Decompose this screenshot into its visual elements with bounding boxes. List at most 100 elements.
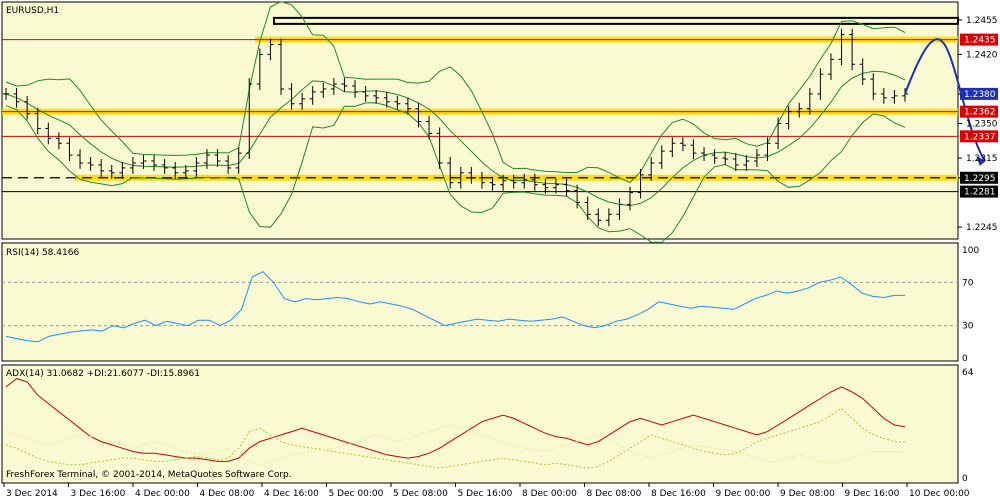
- price-bar: [701, 147, 708, 162]
- time-tick-label: 10 Dec 00:00: [909, 489, 970, 499]
- time-tick-label: 5 Dec 08:00: [393, 489, 448, 499]
- price-bar: [785, 105, 792, 130]
- price-bar: [98, 159, 105, 177]
- price-bar: [584, 196, 591, 221]
- level-price-badge: [960, 105, 998, 118]
- price-bar: [658, 145, 665, 169]
- price-bar: [373, 89, 380, 104]
- adx-tick-label: 64: [962, 368, 974, 378]
- price-bar: [3, 87, 9, 100]
- price-bar: [669, 137, 676, 158]
- price-bar: [870, 73, 877, 100]
- rsi-line: [5, 270, 905, 343]
- high-zone-box: [273, 16, 959, 25]
- rsi-tick-label: 70: [962, 278, 974, 288]
- copyright-footer: FreshForex Terminal, © 2001-2014, MetaQu…: [6, 470, 292, 480]
- price-chart-title: EURUSD,H1: [6, 6, 59, 16]
- price-bar: [616, 198, 623, 221]
- price-bar: [574, 184, 581, 209]
- price-bar: [13, 87, 20, 108]
- price-bar: [521, 173, 528, 189]
- price-bar: [510, 174, 517, 189]
- price-bar: [447, 157, 454, 189]
- price-tick-label: 1.2350: [966, 120, 998, 130]
- price-bar: [309, 85, 316, 105]
- time-tick-label: 8 Dec 08:00: [587, 489, 642, 499]
- price-bar: [637, 168, 644, 199]
- price-bar: [362, 85, 369, 102]
- price-bar: [849, 28, 856, 71]
- price-bar: [426, 115, 433, 140]
- price-bar: [542, 178, 549, 194]
- time-tick-label: 8 Dec 16:00: [651, 489, 706, 499]
- price-bar: [235, 147, 242, 174]
- time-tick-label: 3 Dec 16:00: [71, 489, 126, 499]
- price-bar: [648, 157, 655, 181]
- price-bar: [605, 208, 612, 227]
- price-bar: [45, 122, 52, 145]
- rsi-tick-label: 0: [962, 354, 968, 364]
- price-bar: [679, 137, 686, 152]
- price-bar: [394, 95, 401, 110]
- price-bar: [267, 38, 274, 61]
- price-bar: [330, 78, 337, 95]
- projection-arrow: [904, 38, 986, 162]
- adx-panel[interactable]: [1, 364, 959, 484]
- price-tick-label: 1.2420: [966, 50, 998, 60]
- price-bar: [891, 89, 898, 104]
- price-bar: [320, 83, 327, 98]
- price-bar: [172, 161, 179, 179]
- price-bar: [214, 149, 221, 167]
- price-bar: [404, 97, 411, 115]
- price-bar: [817, 68, 824, 100]
- band-lower: [5, 102, 906, 243]
- level-price-label: 1.2435: [964, 36, 996, 46]
- time-tick-label: 4 Dec 00:00: [135, 489, 190, 499]
- price-bar: [775, 117, 782, 150]
- time-tick-label: 5 Dec 16:00: [458, 489, 513, 499]
- adx-layer: [5, 378, 906, 469]
- price-bar: [753, 149, 760, 167]
- level-price-badge: [960, 171, 998, 184]
- price-bar: [383, 91, 390, 108]
- price-bar: [34, 107, 41, 135]
- price-bar: [827, 53, 834, 81]
- price-bar: [129, 157, 136, 174]
- price-bar: [140, 155, 147, 169]
- time-tick-label: 4 Dec 08:00: [200, 489, 255, 499]
- level-price-badge: [960, 33, 998, 46]
- price-bar: [415, 102, 422, 128]
- price-bar: [55, 132, 62, 150]
- price-bar: [108, 164, 115, 179]
- price-bar: [796, 102, 803, 118]
- price-bar: [24, 95, 31, 120]
- rsi-tick-label: 100: [962, 246, 979, 256]
- axis-layer: 1.2455 1.2420 1.2380 1.2350 1.2315 1.2295 1.22…: [3, 16, 998, 499]
- price-bar: [489, 176, 496, 191]
- price-bar: [182, 164, 189, 179]
- adx-series-0: [5, 378, 906, 462]
- band-upper: [5, 1, 906, 184]
- price-bar: [436, 127, 443, 169]
- adx-title: ADX(14) 31.0682 +DI:21.6077 -DI:15.8961: [6, 369, 200, 379]
- price-bar: [119, 161, 126, 179]
- time-tick-label: 9 Dec 16:00: [845, 489, 900, 499]
- price-bar: [764, 137, 771, 162]
- price-bar: [732, 153, 739, 171]
- adx-tick-label: 0: [962, 474, 968, 484]
- band-middle: [5, 70, 906, 207]
- level-price-label: 1.2380: [964, 90, 996, 100]
- time-tick-label: 3 Dec 2014: [6, 489, 58, 499]
- price-bar: [66, 137, 73, 162]
- price-bar: [880, 87, 887, 104]
- time-tick-label: 5 Dec 00:00: [329, 489, 384, 499]
- price-bar: [352, 80, 359, 98]
- price-bar: [859, 58, 866, 86]
- rsi-panel[interactable]: [1, 242, 959, 362]
- level-price-label: 1.2337: [964, 132, 996, 142]
- price-bar: [193, 157, 200, 177]
- level-price-badge: [960, 130, 998, 143]
- price-bar: [341, 78, 348, 92]
